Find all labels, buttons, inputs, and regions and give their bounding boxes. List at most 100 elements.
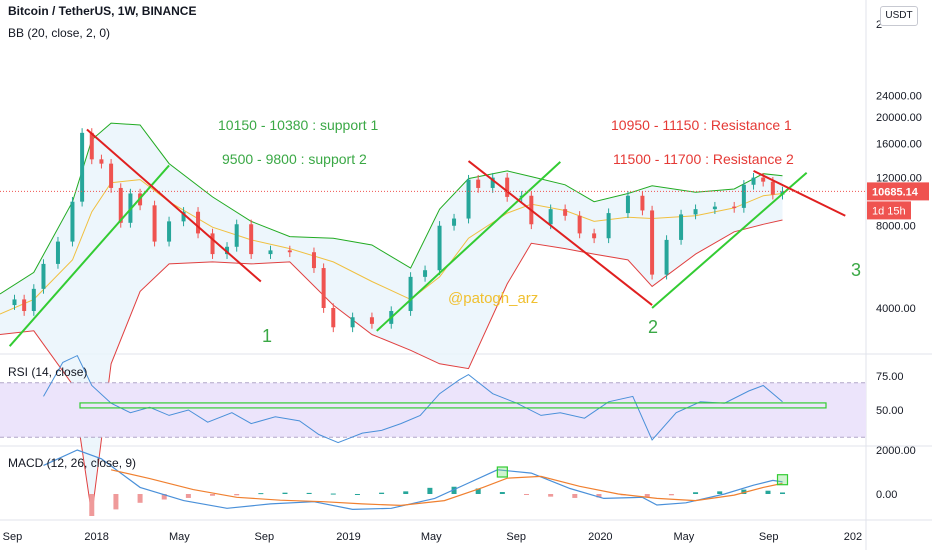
candle-body	[423, 270, 428, 277]
price-axis-tick: 12000.00	[876, 173, 922, 185]
candle-body	[693, 209, 698, 215]
countdown-value: 1d 15h	[872, 205, 906, 217]
candle-body	[761, 177, 766, 182]
macd-histogram-bar	[403, 491, 409, 494]
candle-body	[732, 206, 737, 209]
current-price-value: 10685.14	[872, 186, 919, 198]
wave-2-label: 2	[648, 317, 658, 337]
candle-body	[770, 181, 775, 195]
candle-body	[31, 288, 36, 312]
candle-body	[466, 179, 471, 219]
candle-body	[321, 268, 326, 308]
candle-body	[577, 215, 582, 234]
price-axis-tick: 4000.00	[876, 303, 916, 315]
rsi-band-fill	[0, 382, 866, 438]
candle-body	[41, 263, 46, 289]
candle-body	[12, 299, 17, 306]
macd-marker	[776, 474, 789, 486]
macd-histogram-bar	[234, 494, 240, 496]
macd-histogram-bar	[693, 492, 699, 494]
resistance-1-label: 10950 - 11150 : Resistance 1	[611, 117, 792, 133]
price-axis-tick: 24000.00	[876, 90, 922, 102]
time-axis-tick: Sep	[759, 531, 779, 543]
candle-body	[89, 132, 94, 160]
trendline-green	[376, 161, 561, 332]
time-axis-tick: Sep	[506, 531, 526, 543]
rsi-axis-tick: 50.00	[876, 405, 904, 417]
rsi-line	[43, 354, 783, 444]
candle-body	[196, 211, 201, 234]
macd-histogram-bar	[780, 492, 786, 494]
macd-histogram-bar	[354, 494, 360, 495]
trendline-green	[8, 164, 170, 347]
macd-histogram-bar	[499, 492, 505, 494]
bb-upper-line	[0, 122, 783, 295]
candle-body	[210, 233, 215, 255]
macd-axis-tick: 0.00	[876, 489, 897, 501]
candle-body	[55, 241, 60, 264]
candle-body	[563, 209, 568, 216]
price-axis-tick: 8000.00	[876, 221, 916, 233]
candle-body	[679, 214, 684, 240]
trendline-red	[467, 160, 653, 306]
candle-body	[80, 132, 85, 202]
macd-histogram-bar	[137, 494, 143, 503]
candle-body	[118, 187, 123, 223]
time-axis-tick: 202	[844, 531, 862, 543]
bb-lower-line	[0, 219, 783, 515]
candle-body	[712, 206, 717, 210]
candle-body	[22, 299, 27, 312]
candle-body	[548, 209, 553, 225]
candle-body	[99, 159, 104, 164]
candle-body	[437, 225, 442, 271]
macd-title: MACD (12, 26, close, 9)	[8, 456, 136, 470]
candle-body	[311, 252, 316, 269]
chart-title: Bitcoin / TetherUS, 1W, BINANCE	[8, 4, 196, 18]
countdown-tag	[867, 201, 911, 220]
candle-body	[249, 224, 254, 255]
trendline-red	[86, 128, 262, 283]
candle-body	[741, 184, 746, 208]
candle-body	[268, 250, 273, 255]
candle-body	[225, 246, 230, 255]
macd-histogram-bar	[668, 494, 674, 496]
support-2-label: 9500 - 9800 : support 2	[222, 151, 367, 167]
trendline-red	[753, 169, 846, 217]
macd-marker	[496, 466, 508, 478]
candle-body	[592, 233, 597, 239]
candle-body	[152, 205, 157, 242]
macd-histogram-bar	[572, 494, 578, 498]
wave-1-label: 1	[262, 326, 272, 346]
currency-button[interactable]: USDT	[880, 6, 918, 26]
time-axis-tick: Sep	[254, 531, 274, 543]
macd-histogram-bar	[161, 494, 167, 500]
trendline-green	[651, 172, 808, 309]
price-axis-tick: 16000.00	[876, 138, 922, 150]
macd-histogram-bar	[282, 492, 288, 494]
candle-body	[287, 250, 292, 253]
macd-histogram-bar	[548, 494, 554, 497]
candle-body	[109, 163, 114, 188]
symbol-title: Bitcoin / TetherUS, 1W, BINANCE	[8, 4, 197, 18]
time-axis-tick: May	[421, 531, 442, 543]
candle-body	[476, 179, 481, 188]
candle-body	[650, 210, 655, 275]
time-axis-tick: May	[673, 531, 694, 543]
candle-body	[408, 276, 413, 312]
time-axis-tick: 2020	[588, 531, 612, 543]
candle-body	[70, 201, 75, 242]
resistance-2-label: 11500 - 11700 : Resistance 2	[613, 151, 794, 167]
macd-histogram-bar	[210, 494, 216, 496]
price-axis-tick-partial: 2	[876, 19, 882, 31]
candle-body	[751, 177, 756, 185]
candle-body	[350, 317, 355, 328]
bb-indicator-label: BB (20, close, 2, 0)	[8, 26, 111, 40]
time-axis-tick: 2018	[84, 531, 108, 543]
support-1-label: 10150 - 10380 : support 1	[218, 117, 379, 133]
macd-histogram-bar	[596, 494, 602, 498]
macd-histogram-bar	[741, 489, 747, 494]
candle-body	[452, 218, 457, 226]
macd-histogram-bar	[644, 494, 650, 498]
